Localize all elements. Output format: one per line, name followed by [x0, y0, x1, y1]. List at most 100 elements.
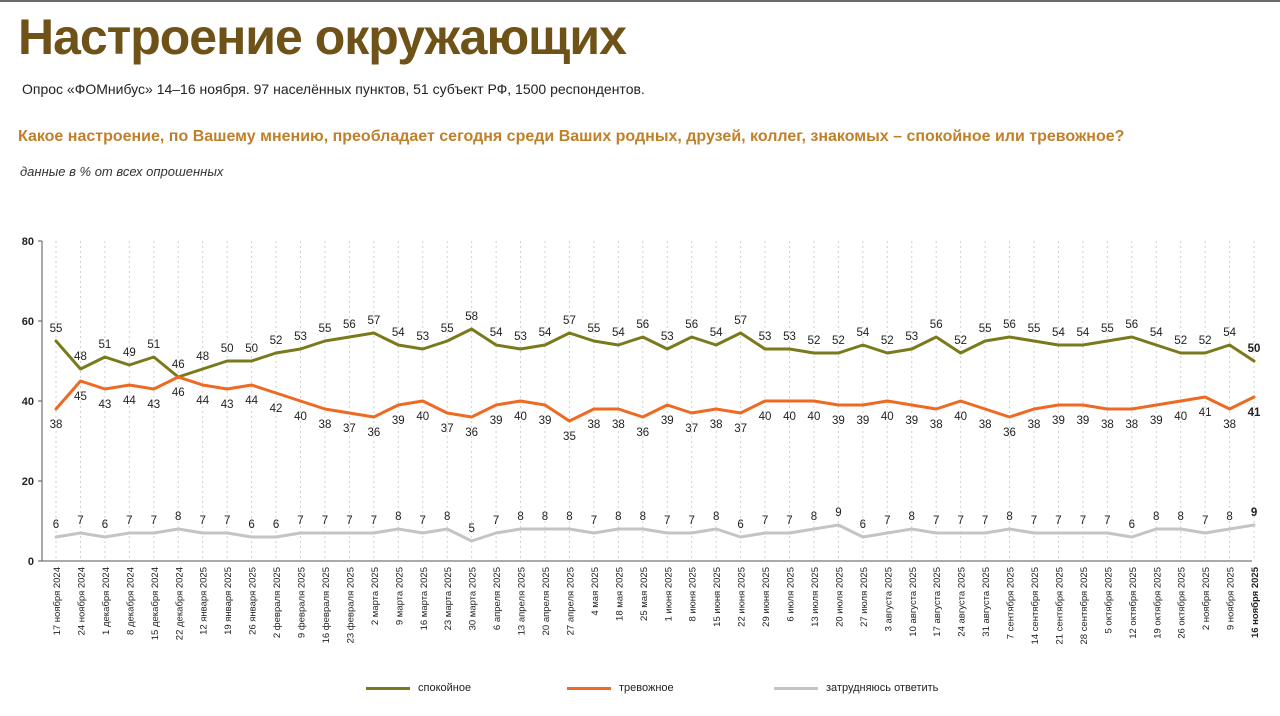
series-line-1: [54, 375, 1256, 423]
x-tick-label: 27 апреля 2025: [565, 567, 576, 635]
data-label: 44: [123, 395, 136, 407]
data-label: 38: [930, 419, 943, 431]
data-label: 52: [1174, 335, 1187, 347]
x-tick-label: 24 ноября 2024: [76, 567, 87, 635]
series-line-0: [54, 327, 1256, 379]
line-chart: 0 20 40 60 80 17 ноября 2024 24 ноября 2024 1 д…: [22, 236, 1261, 645]
data-label: 37: [734, 423, 747, 435]
x-tick-label: 17 ноября 2024: [52, 567, 63, 635]
data-note: данные в % от всех опрошенных: [20, 164, 224, 179]
legend-label-undecided: затрудняюсь ответить: [826, 682, 939, 694]
data-label: 37: [685, 423, 698, 435]
data-label: 54: [1223, 327, 1236, 339]
data-label: 48: [74, 351, 87, 363]
x-tick-label: 9 ноября 2025: [1226, 567, 1237, 630]
data-label: 36: [367, 427, 380, 439]
data-label: 7: [199, 515, 205, 527]
x-tick-label: 29 июня 2025: [761, 567, 772, 627]
x-tick-label: 26 января 2025: [248, 567, 259, 635]
data-label: 50: [1248, 343, 1261, 355]
x-tick-label: 25 мая 2025: [639, 567, 650, 621]
page-title: Настроение окружающих: [18, 9, 627, 65]
data-label: 37: [441, 423, 454, 435]
y-tick-label: 0: [28, 556, 34, 568]
data-label: 54: [392, 327, 405, 339]
x-tick-label: 14 сентября 2025: [1030, 567, 1041, 645]
data-label: 55: [1028, 323, 1041, 335]
data-label: 8: [1153, 511, 1159, 523]
data-label: 36: [465, 427, 478, 439]
data-label: 5: [468, 523, 474, 535]
data-label: 41: [1199, 407, 1212, 419]
data-label: 46: [172, 359, 185, 371]
x-tick-label: 10 августа 2025: [908, 567, 919, 637]
data-label: 55: [979, 323, 992, 335]
x-tick-label: 15 декабря 2024: [150, 567, 161, 640]
data-label: 7: [493, 515, 499, 527]
data-label: 43: [221, 399, 234, 411]
data-label: 8: [175, 511, 181, 523]
data-label: 7: [224, 515, 230, 527]
data-label: 40: [514, 411, 527, 423]
data-label: 42: [270, 403, 283, 415]
x-tick-label: 8 декабря 2024: [125, 567, 136, 635]
data-label: 53: [416, 331, 429, 343]
data-label: 8: [1006, 511, 1012, 523]
data-label: 44: [196, 395, 209, 407]
data-label: 52: [270, 335, 283, 347]
data-label: 53: [905, 331, 918, 343]
data-label: 55: [588, 323, 601, 335]
data-label: 9: [1251, 507, 1257, 519]
data-label: 39: [856, 415, 869, 427]
data-label: 8: [566, 511, 572, 523]
x-tick-label: 23 марта 2025: [443, 567, 454, 630]
data-label: 40: [759, 411, 772, 423]
data-label: 55: [319, 323, 332, 335]
data-label: 7: [1104, 515, 1110, 527]
data-label: 53: [783, 331, 796, 343]
data-label: 6: [102, 519, 108, 531]
x-tick-label: 3 августа 2025: [883, 567, 894, 631]
data-label: 40: [881, 411, 894, 423]
survey-question: Какое настроение, по Вашему мнению, прео…: [18, 128, 1125, 145]
data-label: 56: [636, 319, 649, 331]
data-label: 57: [563, 315, 576, 327]
y-tick-label: 20: [22, 476, 34, 488]
data-label: 7: [664, 515, 670, 527]
x-tick-label: 24 августа 2025: [957, 567, 968, 637]
data-label: 7: [77, 515, 83, 527]
data-label: 8: [615, 511, 621, 523]
data-label: 37: [343, 423, 356, 435]
data-label: 39: [1052, 415, 1065, 427]
x-tick-label: 12 октября 2025: [1128, 567, 1139, 639]
data-label: 7: [346, 515, 352, 527]
data-label: 7: [297, 515, 303, 527]
x-tick-label: 7 сентября 2025: [1006, 567, 1017, 639]
data-label: 57: [734, 315, 747, 327]
survey-subtitle: Опрос «ФОМнибус» 14–16 ноября. 97 населё…: [22, 81, 645, 97]
x-tick-label: 16 марта 2025: [419, 567, 430, 630]
data-label: 39: [539, 415, 552, 427]
legend-item-undecided: затрудняюсь ответить: [774, 678, 938, 698]
x-tick-label: 20 апреля 2025: [541, 567, 552, 635]
data-label: 55: [1101, 323, 1114, 335]
data-label: 56: [1125, 319, 1138, 331]
data-label: 52: [832, 335, 845, 347]
data-label: 56: [930, 319, 943, 331]
x-tick-label: 9 марта 2025: [394, 567, 405, 625]
data-label: 38: [612, 419, 625, 431]
data-label: 7: [591, 515, 597, 527]
x-tick-label: 2 марта 2025: [370, 567, 381, 625]
data-label: 50: [221, 343, 234, 355]
x-tick-label: 19 января 2025: [223, 567, 234, 635]
legend-item-anxious: тревожное: [567, 678, 674, 698]
data-label: 7: [1055, 515, 1061, 527]
data-label: 8: [1226, 511, 1232, 523]
data-label: 38: [588, 419, 601, 431]
chart-legend: спокойное тревожное затрудняюсь ответить: [0, 678, 1280, 698]
data-label: 53: [759, 331, 772, 343]
x-tick-label: 20 июля 2025: [834, 567, 845, 627]
data-label: 54: [856, 327, 869, 339]
legend-label-anxious: тревожное: [619, 682, 674, 694]
legend-swatch-anxious: [567, 686, 611, 690]
